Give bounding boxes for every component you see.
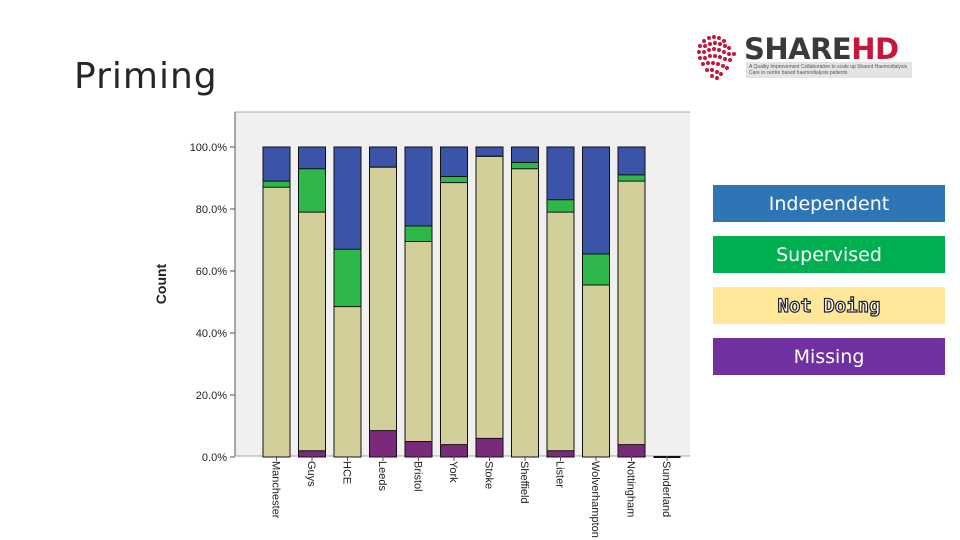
- bar-segment: [582, 253, 610, 285]
- bar-segment: [582, 284, 610, 457]
- bar-segment: [511, 168, 539, 457]
- bar-segment: [440, 182, 468, 445]
- legend-item: Not Doing: [713, 287, 945, 324]
- bar-segment: [334, 249, 361, 307]
- bar-segment: [476, 156, 503, 439]
- bar-segment: [582, 147, 610, 254]
- sharehd-logo: SHAREHD A Quality Improvement Collaborat…: [694, 32, 918, 84]
- x-tick-label: Manchester: [270, 461, 282, 519]
- bar-segment: [476, 147, 503, 157]
- bar-segment: [369, 430, 397, 457]
- x-tick-label: Nottingham: [625, 461, 637, 517]
- x-tick-label: Stoke: [483, 461, 495, 489]
- x-tick-label: Sunderland: [660, 461, 672, 517]
- x-tick-label: HCE: [341, 461, 353, 484]
- bar-segment: [298, 212, 326, 451]
- x-tick-label: Leeds: [376, 461, 388, 491]
- bar-segment: [405, 226, 432, 242]
- bar-segment: [298, 168, 326, 213]
- bar-segment: [618, 181, 645, 445]
- legend-item: Supervised: [713, 236, 945, 273]
- bar-segment: [440, 176, 468, 183]
- bar-segment: [334, 147, 361, 250]
- x-tick-label: Wolverhampton: [589, 461, 601, 538]
- slide-title: Priming: [74, 56, 218, 97]
- bar-segment: [263, 147, 290, 182]
- x-tick-label: Bristol: [412, 461, 424, 492]
- bar-segment: [298, 450, 326, 457]
- logo-mark-icon: [697, 35, 736, 80]
- bar-segment: [547, 147, 574, 200]
- bar-segment: [405, 241, 432, 442]
- bar-segment: [618, 444, 645, 457]
- y-tick-label: 100.0%: [190, 142, 228, 154]
- y-tick-label: 80.0%: [196, 204, 227, 216]
- bar-segment: [405, 441, 432, 457]
- bar-segment: [263, 187, 290, 458]
- y-tick-label: 0.0%: [202, 452, 227, 464]
- x-tick-label: Sheffield: [518, 461, 530, 504]
- y-tick-label: 20.0%: [196, 390, 227, 402]
- logo-brand-accent: HD: [851, 32, 899, 66]
- bar-segment: [369, 147, 397, 168]
- legend-item: Independent: [713, 185, 945, 222]
- bar-segment: [618, 147, 645, 175]
- bar-segment: [511, 147, 539, 163]
- bar-segment: [547, 450, 574, 457]
- logo-tagline: A Quality Improvement Collaborative to s…: [746, 62, 912, 78]
- bar-segment: [476, 438, 503, 457]
- bar-segment: [440, 147, 468, 177]
- bar-segment: [298, 147, 326, 169]
- bar-segment: [263, 181, 290, 188]
- x-tick-label: York: [447, 461, 459, 483]
- bar-segment: [334, 306, 361, 457]
- x-tick-label: Lister: [554, 461, 566, 488]
- bar-segment: [369, 167, 397, 431]
- logo-brand-main: SHARE: [744, 32, 852, 66]
- legend-item: Missing: [713, 338, 945, 375]
- bar-segment: [618, 174, 645, 182]
- bar-segment: [547, 199, 574, 213]
- stacked-bar-chart: 0.0% 20.0% 40.0% 60.0% 80.0% 100.0% Count Manch…: [153, 111, 690, 538]
- bar-segment: [405, 147, 432, 227]
- y-tick-label: 40.0%: [196, 328, 227, 340]
- bar-segment: [547, 212, 574, 451]
- y-axis-label: Count: [153, 263, 169, 304]
- bar-segment: [440, 444, 468, 457]
- y-tick-label: 60.0%: [196, 266, 227, 278]
- bar-segment: [511, 162, 539, 169]
- x-tick-label: Guys: [305, 461, 317, 487]
- logo-wordmark: SHAREHD: [744, 32, 899, 66]
